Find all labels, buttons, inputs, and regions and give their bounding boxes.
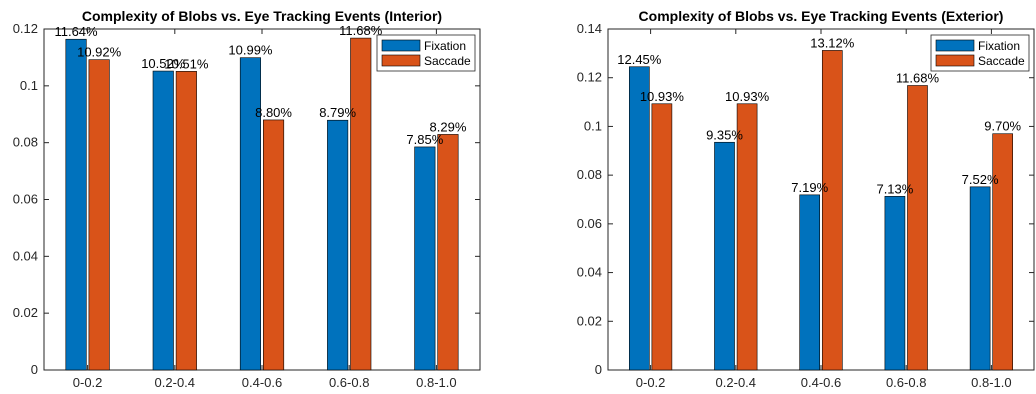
x-tick-label: 0.4-0.6 xyxy=(242,375,282,390)
data-label-fixation-1: 11.64% xyxy=(54,24,98,39)
bar-fixation-1 xyxy=(65,38,87,371)
bar-saccade-4 xyxy=(350,37,372,371)
x-tick-label: 0.6-0.8 xyxy=(329,375,369,390)
x-tick-label: 0.4-0.6 xyxy=(801,375,841,390)
bar-fixation-3 xyxy=(799,194,821,371)
y-tick-label: 0.12 xyxy=(13,21,38,36)
bar-saccade-5 xyxy=(992,133,1013,371)
bar-saccade-3 xyxy=(821,50,843,371)
data-label-saccade-2: 10.93% xyxy=(725,89,770,104)
data-label-saccade-4: 11.68% xyxy=(896,71,940,86)
y-tick-label: 0.08 xyxy=(13,135,38,150)
bar-saccade-5 xyxy=(437,134,459,371)
bar-saccade-4 xyxy=(907,85,928,371)
data-label-fixation-1: 12.45% xyxy=(617,52,662,67)
y-tick-label: 0.06 xyxy=(13,192,38,207)
data-label-fixation-5: 7.85% xyxy=(406,132,443,147)
data-label-saccade-4: 11.68% xyxy=(339,23,383,38)
legend-label-saccade: Saccade xyxy=(424,54,471,68)
data-label-saccade-5: 9.70% xyxy=(984,119,1021,134)
bar-fixation-4 xyxy=(327,119,349,371)
x-tick-label: 0-0.2 xyxy=(636,375,666,390)
x-tick-label: 0-0.2 xyxy=(73,375,103,390)
y-tick-label: 0.1 xyxy=(584,118,602,133)
y-tick-label: 0.06 xyxy=(577,216,602,231)
data-label-saccade-1: 10.93% xyxy=(640,89,685,104)
x-tick-label: 0.8-1.0 xyxy=(971,375,1011,390)
bar-saccade-1 xyxy=(88,59,110,371)
bar-fixation-5 xyxy=(414,146,436,371)
axes-box-interior xyxy=(43,28,481,371)
bar-fixation-1 xyxy=(628,66,650,371)
y-tick-label: 0 xyxy=(595,362,602,377)
data-label-fixation-4: 8.79% xyxy=(319,105,356,120)
legend-label-fixation: Fixation xyxy=(978,39,1020,53)
data-label-saccade-3: 13.12% xyxy=(810,35,855,50)
y-tick-label: 0.12 xyxy=(577,70,602,85)
bar-fixation-2 xyxy=(152,70,174,371)
legend-swatch-saccade xyxy=(935,54,975,67)
bar-saccade-2 xyxy=(175,71,197,371)
bar-fixation-5 xyxy=(969,186,991,371)
chart-interior: 11.64% 10.52% 10.99% 8.79% 7.85% 10.92% 10.51%… xyxy=(13,8,481,390)
y-tick-label: 0.02 xyxy=(577,313,602,328)
x-tick-label: 0.2-0.4 xyxy=(155,375,195,390)
bar-fixation-3 xyxy=(239,57,261,371)
bar-fixation-2 xyxy=(714,141,735,371)
bar-fixation-4 xyxy=(884,196,906,371)
y-tick-label: 0.1 xyxy=(20,78,38,93)
y-tick-label: 0 xyxy=(31,362,38,377)
y-tick-label: 0.02 xyxy=(13,305,38,320)
data-label-fixation-4: 7.13% xyxy=(876,181,913,196)
data-label-saccade-1: 10.92% xyxy=(77,45,122,60)
chart-title-exterior: Complexity of Blobs vs. Eye Tracking Eve… xyxy=(639,8,1004,24)
legend-swatch-saccade xyxy=(381,54,421,67)
data-label-fixation-3: 10.99% xyxy=(228,43,273,58)
chart-exterior: 12.45% 9.35% 7.19% 7.13% 7.52% 10.93% 10.93% 13… xyxy=(577,8,1035,390)
data-label-fixation-2: 10.52% xyxy=(141,56,186,71)
legend-swatch-fixation xyxy=(381,39,421,52)
data-label-saccade-2: 10.51% xyxy=(164,56,209,71)
data-label-fixation-5: 7.52% xyxy=(962,172,999,187)
data-label-saccade-3: 8.80% xyxy=(255,105,292,120)
data-label-saccade-5: 8.29% xyxy=(430,119,467,134)
legend-label-fixation: Fixation xyxy=(424,39,466,53)
bar-saccade-2 xyxy=(736,103,758,371)
bar-saccade-3 xyxy=(263,119,285,371)
axes-box-exterior xyxy=(607,28,1035,371)
bar-saccade-1 xyxy=(651,103,673,371)
y-tick-label: 0.08 xyxy=(577,167,602,182)
y-tick-label: 0.14 xyxy=(577,21,602,36)
y-tick-label: 0.04 xyxy=(577,265,602,280)
x-tick-label: 0.6-0.8 xyxy=(886,375,926,390)
chart-title-interior: Complexity of Blobs vs. Eye Tracking Eve… xyxy=(82,8,442,24)
data-label-fixation-2: 9.35% xyxy=(706,127,743,142)
y-tick-label: 0.04 xyxy=(13,248,38,263)
x-tick-label: 0.8-1.0 xyxy=(416,375,456,390)
x-tick-label: 0.2-0.4 xyxy=(716,375,756,390)
data-label-fixation-3: 7.19% xyxy=(791,180,828,195)
legend-label-saccade: Saccade xyxy=(978,54,1025,68)
legend-swatch-fixation xyxy=(935,39,975,52)
